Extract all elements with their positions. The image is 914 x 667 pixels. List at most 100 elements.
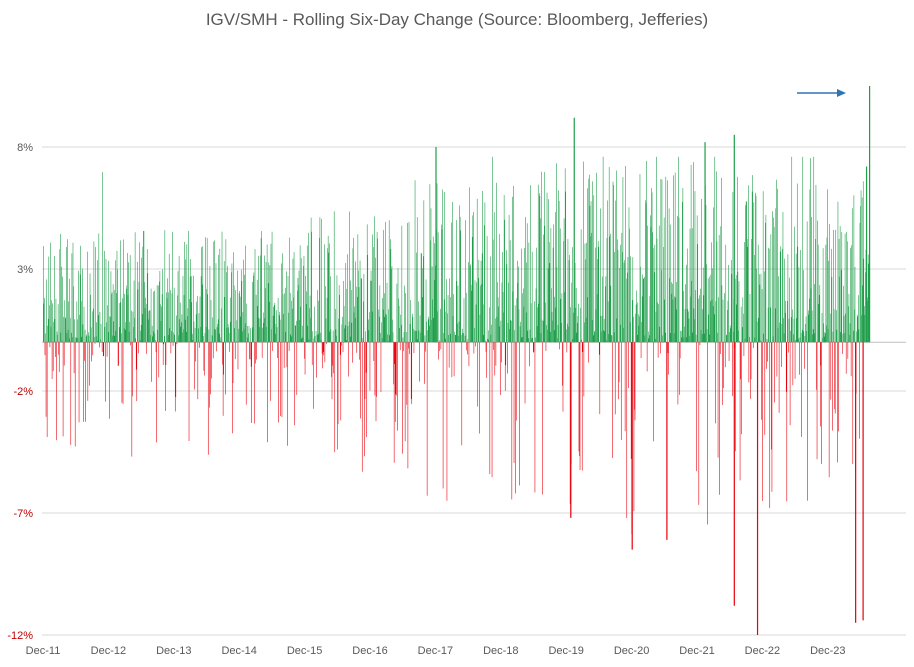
bar [238, 293, 240, 343]
bar [702, 267, 704, 343]
bar [162, 342, 164, 366]
bar [294, 342, 295, 426]
bar [116, 250, 118, 343]
bar [563, 240, 564, 343]
bar [612, 181, 614, 343]
bar [719, 342, 721, 354]
bar [599, 342, 601, 415]
bar [50, 326, 52, 343]
bar [276, 310, 277, 343]
bar [168, 253, 170, 343]
bar [811, 310, 813, 343]
bar [62, 276, 63, 343]
bar-notable [855, 342, 857, 623]
bar [519, 326, 521, 343]
bar [790, 317, 792, 343]
bar [786, 342, 788, 502]
bar [423, 256, 424, 343]
bar [864, 314, 866, 343]
bar [231, 272, 232, 343]
bar [859, 222, 861, 343]
bar [93, 241, 95, 343]
bar [223, 261, 225, 343]
bar [748, 342, 750, 383]
bar [244, 323, 246, 343]
bar [148, 319, 149, 343]
bar [135, 342, 137, 370]
bar [572, 338, 574, 343]
bar [369, 312, 370, 343]
bar [717, 332, 718, 343]
bar [234, 328, 235, 343]
bar [458, 336, 459, 343]
bar [427, 330, 428, 343]
bar [633, 316, 634, 343]
bar [550, 228, 552, 343]
bar [60, 332, 62, 343]
bar [342, 316, 343, 343]
bar [261, 231, 262, 343]
bar [283, 313, 284, 343]
bar [561, 293, 563, 343]
bar [540, 218, 541, 343]
bar [210, 342, 211, 395]
bar [78, 270, 79, 343]
bar [377, 342, 379, 343]
bar [679, 342, 680, 395]
bar [212, 317, 213, 343]
bar [700, 329, 702, 343]
bar [322, 342, 324, 352]
bar [102, 172, 103, 343]
bar [454, 334, 456, 343]
bar [380, 332, 381, 343]
bar [691, 228, 693, 343]
bar [353, 237, 354, 343]
bar [788, 342, 789, 353]
bar [64, 300, 66, 343]
bar [239, 296, 241, 343]
bar [320, 339, 322, 343]
bar [371, 280, 372, 343]
bar [566, 342, 568, 353]
bar [346, 288, 348, 343]
bar [591, 319, 593, 343]
bar [298, 284, 299, 343]
bar [856, 314, 858, 343]
bar [659, 326, 661, 343]
bar [397, 342, 398, 431]
bar [281, 342, 283, 418]
bar [85, 342, 86, 422]
bar [580, 229, 582, 343]
bar [99, 342, 100, 348]
bar [640, 266, 641, 343]
bar [348, 342, 349, 377]
bar [788, 318, 790, 343]
bar [842, 333, 844, 343]
bar [753, 202, 755, 343]
bar [148, 311, 150, 343]
bar [399, 328, 400, 343]
bar [651, 192, 653, 343]
bar [99, 311, 101, 343]
bar [625, 278, 627, 343]
bar [62, 342, 64, 437]
bar [439, 340, 441, 343]
bar [504, 342, 506, 391]
bar [583, 342, 585, 397]
bar [179, 319, 180, 343]
bar [689, 228, 691, 343]
bar [337, 342, 338, 450]
bar [337, 342, 339, 425]
bar [387, 341, 389, 343]
bar [57, 304, 59, 343]
bar [684, 308, 686, 343]
bar [527, 330, 529, 343]
bar [766, 339, 768, 343]
bar [468, 342, 470, 367]
bar [588, 178, 590, 343]
bar [572, 247, 573, 343]
bar [69, 317, 71, 343]
bar [446, 342, 448, 501]
bar [679, 342, 681, 359]
bar [797, 246, 799, 343]
